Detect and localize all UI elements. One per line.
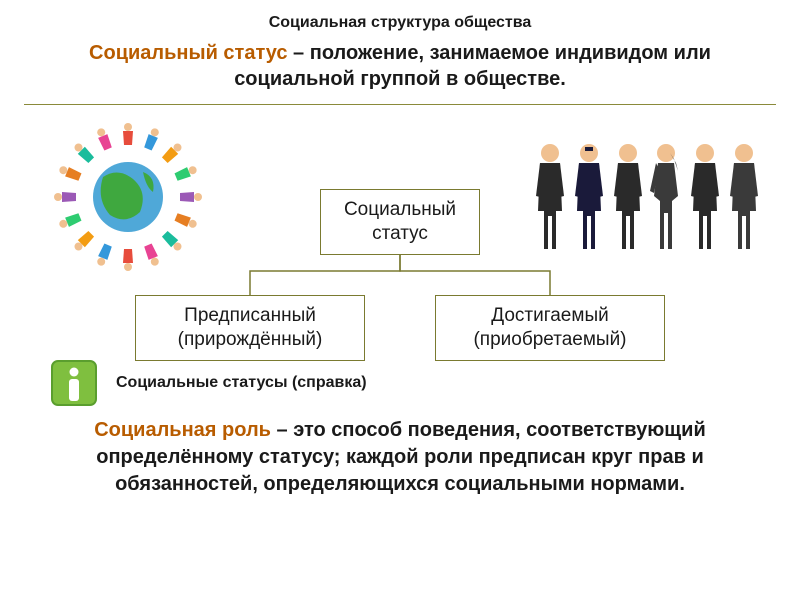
- diagram-box-right: Достигаемый (приобретаемый): [435, 295, 665, 361]
- person-icon: [571, 141, 607, 251]
- person-icon: [687, 141, 723, 251]
- info-row: Социальные статусы (справка): [0, 359, 800, 407]
- person-icon: [610, 141, 646, 251]
- slide-title: Социальная структура общества: [0, 0, 800, 32]
- divider-line: [24, 104, 776, 105]
- diagram-box-center: Социальный статус: [320, 189, 480, 255]
- diagram-area: Социальный статус Предписанный (прирождё…: [0, 111, 800, 351]
- subtitle-highlight: Социальный статус: [89, 42, 287, 64]
- people-circle-graphic: [48, 117, 208, 277]
- person-icon: [726, 141, 762, 251]
- people-line-graphic: [532, 121, 762, 251]
- subtitle-block: Социальный статус – положение, занимаемо…: [0, 32, 800, 104]
- person-icon: [532, 141, 568, 251]
- subtitle-rest: – положение, занимаемое индивидом или со…: [234, 42, 711, 90]
- diagram-box-left: Предписанный (прирождённый): [135, 295, 365, 361]
- person-icon: [648, 141, 684, 251]
- info-label: Социальные статусы (справка): [116, 374, 367, 392]
- role-text-block: Социальная роль – это способ поведения, …: [0, 407, 800, 498]
- info-icon[interactable]: [50, 359, 98, 407]
- role-highlight: Социальная роль: [94, 419, 271, 441]
